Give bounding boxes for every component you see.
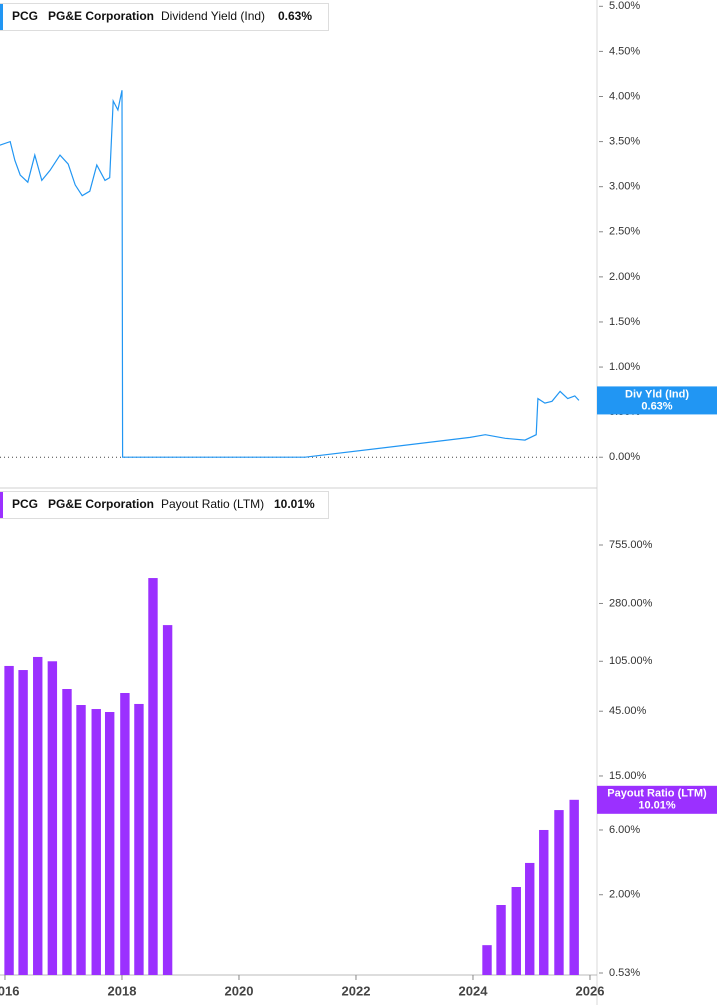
y-tick-label: 45.00%	[609, 705, 647, 717]
x-tick-label: 2024	[459, 983, 489, 998]
x-tick-label: 2026	[576, 983, 605, 998]
x-tick-label: 2018	[108, 983, 137, 998]
bar	[120, 693, 130, 975]
y-tick-label: 4.50%	[609, 45, 640, 57]
y-tick-label: 0.00%	[609, 451, 640, 463]
bar	[91, 709, 101, 975]
x-tick-label: 2020	[225, 983, 254, 998]
bar	[539, 829, 549, 975]
bar	[148, 578, 158, 975]
bar	[47, 661, 58, 975]
legend-series: Payout Ratio (LTM)	[161, 497, 264, 511]
y-tick-label: 15.00%	[609, 770, 647, 782]
y-tick-label: 0.53%	[609, 967, 640, 979]
current-tag-name: Div Yld (Ind)	[625, 388, 689, 400]
bar	[482, 945, 492, 975]
legend-ticker: PCG	[12, 9, 38, 23]
bar	[554, 810, 564, 975]
bar	[104, 712, 115, 975]
current-tag	[597, 386, 717, 415]
current-tag-name: Payout Ratio (LTM)	[607, 788, 707, 800]
bar	[18, 670, 28, 975]
y-tick-label: 6.00%	[609, 824, 640, 836]
y-tick-label: 5.00%	[609, 0, 640, 12]
legend-company: PG&E Corporation	[48, 497, 154, 511]
y-tick-label: 2.50%	[609, 226, 640, 238]
y-tick-label: 2.00%	[609, 889, 640, 901]
bar	[496, 905, 506, 975]
x-tick-label: 2016	[0, 983, 19, 998]
y-tick-label: 3.00%	[609, 181, 640, 193]
legend-value: 10.01%	[274, 497, 315, 511]
bar	[62, 689, 72, 975]
series-line	[0, 90, 580, 458]
legend-value: 0.63%	[278, 9, 312, 23]
y-tick-label: 1.00%	[609, 361, 640, 373]
current-tag-value: 10.01%	[638, 800, 676, 812]
legend-ticker: PCG	[12, 497, 38, 511]
y-tick-label: 1.50%	[609, 316, 640, 328]
bar	[4, 665, 14, 975]
y-tick-label: 4.00%	[609, 90, 640, 102]
bar	[162, 625, 173, 975]
legend-company: PG&E Corporation	[48, 9, 154, 23]
y-tick-label: 280.00%	[609, 597, 653, 609]
y-tick-label: 105.00%	[609, 655, 653, 667]
current-tag	[597, 785, 717, 814]
y-tick-label: 3.50%	[609, 135, 640, 147]
x-tick-label: 2022	[342, 983, 371, 998]
y-tick-label: 755.00%	[609, 539, 653, 551]
bar	[134, 703, 144, 975]
legend-accent	[0, 492, 3, 518]
y-tick-label: 2.00%	[609, 271, 640, 283]
current-tag-value: 0.63%	[641, 400, 672, 412]
bar	[76, 705, 86, 975]
bar	[511, 887, 521, 975]
legend-box	[0, 3, 329, 31]
legend-accent	[0, 4, 3, 30]
legend-box	[0, 491, 329, 519]
bar	[569, 799, 579, 975]
legend-series: Dividend Yield (Ind)	[161, 9, 265, 23]
bar	[33, 656, 43, 975]
bar	[525, 862, 535, 975]
